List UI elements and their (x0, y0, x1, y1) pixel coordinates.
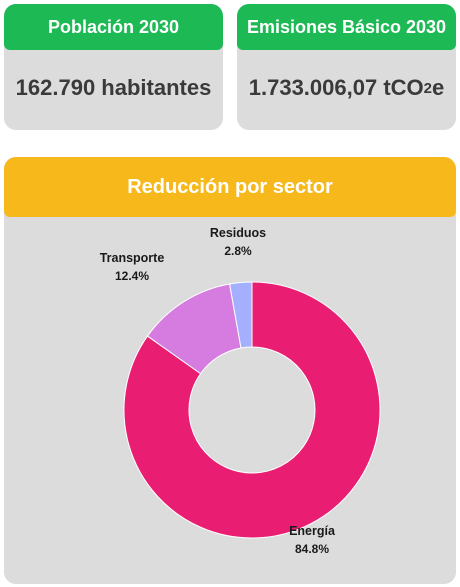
slice-label-name: Transporte (100, 251, 165, 265)
population-card: Población 2030 162.790 habitantes (4, 4, 223, 130)
emissions-value-main: 1.733.006,07 tCO (248, 75, 424, 100)
sector-card-title: Reducción por sector (4, 157, 456, 217)
donut-slice-energia[interactable] (123, 281, 381, 539)
slice-label-percent: 12.4% (115, 269, 149, 283)
sector-reduction-card: Reducción por sector Energía 84.8% Transpo… (4, 157, 456, 584)
slice-label-name: Residuos (210, 226, 266, 240)
sector-donut-chart: Energía 84.8% Transporte 12.4% Residuos 2.8% (100, 226, 381, 556)
emissions-card-title: Emisiones Básico 2030 (237, 4, 456, 50)
emissions-card: Emisiones Básico 2030 1.733.006,07 tCO 2 e (237, 4, 456, 130)
population-value: 162.790 habitantes (15, 75, 212, 100)
emissions-value-unit-tail: e (432, 75, 445, 100)
population-card-title: Población 2030 (4, 4, 223, 50)
emissions-value-subscript: 2 (423, 79, 432, 97)
slice-label-name: Energía (289, 524, 336, 538)
slice-label-percent: 84.8% (295, 542, 329, 556)
donut-slice-residuos[interactable] (229, 281, 253, 349)
slice-label-percent: 2.8% (224, 244, 252, 258)
emissions-value: 1.733.006,07 tCO 2 e (237, 50, 456, 126)
